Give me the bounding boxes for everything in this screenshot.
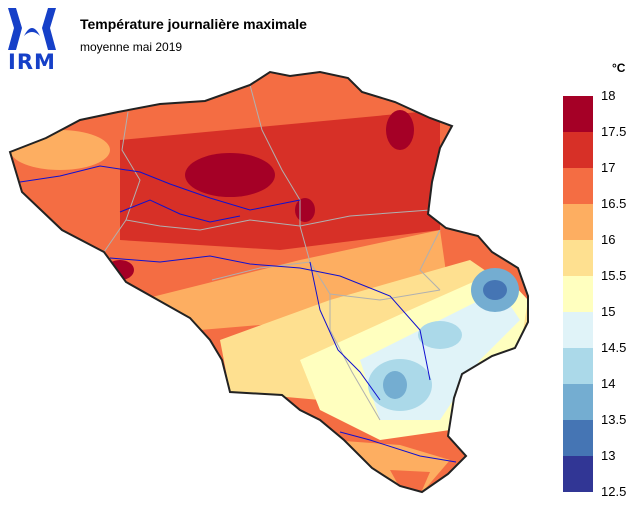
legend-swatch — [563, 420, 593, 456]
belgium-temperature-map — [9, 71, 529, 493]
legend-tick-label: 17 — [601, 160, 616, 175]
legend-tick-label: 12.5 — [601, 484, 627, 499]
legend-swatch — [563, 204, 593, 240]
legend-tick-label: 13 — [601, 448, 616, 463]
legend-swatch — [563, 132, 593, 168]
legend-tick-label: 15 — [601, 304, 616, 319]
legend-unit: °C — [612, 61, 626, 75]
map-subtitle: moyenne mai 2019 — [80, 40, 183, 54]
irm-logo: IRM — [4, 6, 60, 74]
rivers — [19, 165, 457, 463]
legend-tick-label: 14 — [601, 376, 616, 391]
color-legend: 18 17.5 17 16.5 16 15.5 15 14.5 14 13.5 13 12.5 — [563, 89, 633, 499]
legend-tick-label: 13.5 — [601, 412, 627, 427]
legend-swatch — [563, 168, 593, 204]
temperature-field — [10, 72, 528, 492]
legend-swatch — [563, 312, 593, 348]
legend-tick-label: 18 — [601, 88, 616, 103]
legend-tick-label: 14.5 — [601, 340, 627, 355]
legend-swatch — [563, 456, 593, 492]
legend-swatch — [563, 276, 593, 312]
legend-swatch — [563, 348, 593, 384]
map-title: Température journalière maximale — [80, 16, 307, 32]
legend-swatch — [563, 96, 593, 132]
legend-tick-label: 15.5 — [601, 268, 627, 283]
legend-tick-label: 16 — [601, 232, 616, 247]
irm-logo-mark — [8, 8, 56, 50]
irm-logo-text: IRM — [8, 50, 56, 74]
legend-swatch — [563, 384, 593, 420]
legend-swatch — [563, 240, 593, 276]
province-borders — [103, 84, 441, 421]
legend-tick-label: 17.5 — [601, 124, 627, 139]
legend-tick-label: 16.5 — [601, 196, 627, 211]
